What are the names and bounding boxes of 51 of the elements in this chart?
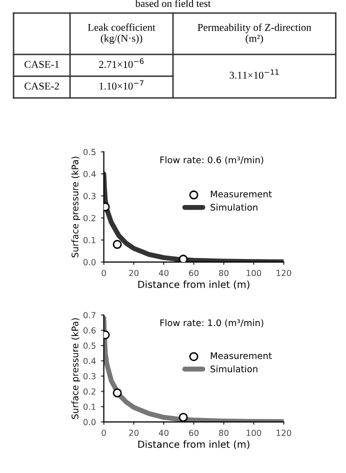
text: CASE-2	[24, 82, 59, 90]
point	[178, 254, 188, 262]
x-tick-label: 40	[158, 270, 169, 276]
text: Permeability of Z-direction (m²)	[198, 23, 312, 44]
text: based on field test	[135, 0, 211, 7]
y-tick-label: 0.3	[83, 192, 96, 200]
text: Leak coefficient (kg/(N·s))	[88, 23, 156, 44]
x-tick-label: 20	[129, 430, 139, 436]
x-tick-label: 120	[276, 270, 292, 276]
x-tick-label: 80	[219, 430, 228, 436]
y-tick-label: 0.4	[83, 170, 96, 178]
x-tick-label: 20	[129, 270, 139, 276]
x-tick-label: 100	[246, 270, 262, 276]
y-tick-label: 0.0	[83, 418, 96, 426]
x-tick-label: 0	[102, 430, 106, 436]
text: 3.11×10$^{−11}$	[230, 69, 279, 79]
y-tick-label: 0.1	[83, 404, 96, 410]
point	[112, 388, 122, 398]
y-tick-label: 0.0	[83, 259, 96, 266]
y-tick-label: 0.2	[83, 388, 96, 395]
y-tick-label: 0.1	[83, 236, 96, 244]
y-tick-label: 0.2	[83, 214, 96, 222]
text: 1.10×10$^{−7}$	[100, 80, 144, 90]
y-axis-title: Surface pressure (kPa)	[71, 156, 80, 258]
y-tick-label: 0.3	[83, 373, 96, 380]
x-tick-label: 100	[246, 430, 262, 436]
text: CASE-1	[24, 60, 59, 68]
text: 2.71×10$^{−6}$	[99, 58, 144, 68]
x-tick-label: 0	[102, 270, 106, 276]
x-tick-label: 120	[276, 430, 292, 436]
y-tick-label: 0.6	[83, 327, 96, 334]
point	[178, 412, 188, 422]
line-series	[104, 316, 284, 422]
chart-title: Flow rate: 1.0 (m³/min)	[160, 319, 264, 328]
point	[112, 240, 122, 249]
x-tick-label: 60	[189, 270, 199, 276]
x-axis-title: Distance from inlet (m)	[138, 440, 250, 450]
x-tick-label: 80	[219, 270, 228, 276]
y-tick-label: 0.5	[83, 148, 96, 156]
y-tick-label: 0.4	[83, 358, 96, 364]
x-tick-label: 40	[158, 430, 169, 436]
chart-title: Flow rate: 0.6 (m³/min)	[160, 156, 264, 164]
legend-label: Simulation	[210, 204, 258, 211]
legend-label: Simulation	[210, 365, 258, 372]
x-axis-title: Distance from inlet (m)	[138, 280, 250, 290]
x-tick-label: 60	[189, 430, 199, 436]
y-axis-title: Surface pressure (kPa)	[71, 318, 80, 419]
y-tick-label: 0.7	[83, 312, 96, 318]
legend-label: Measurement	[210, 352, 272, 360]
legend-label: Measurement	[210, 190, 272, 198]
y-tick-label: 0.5	[83, 342, 96, 349]
